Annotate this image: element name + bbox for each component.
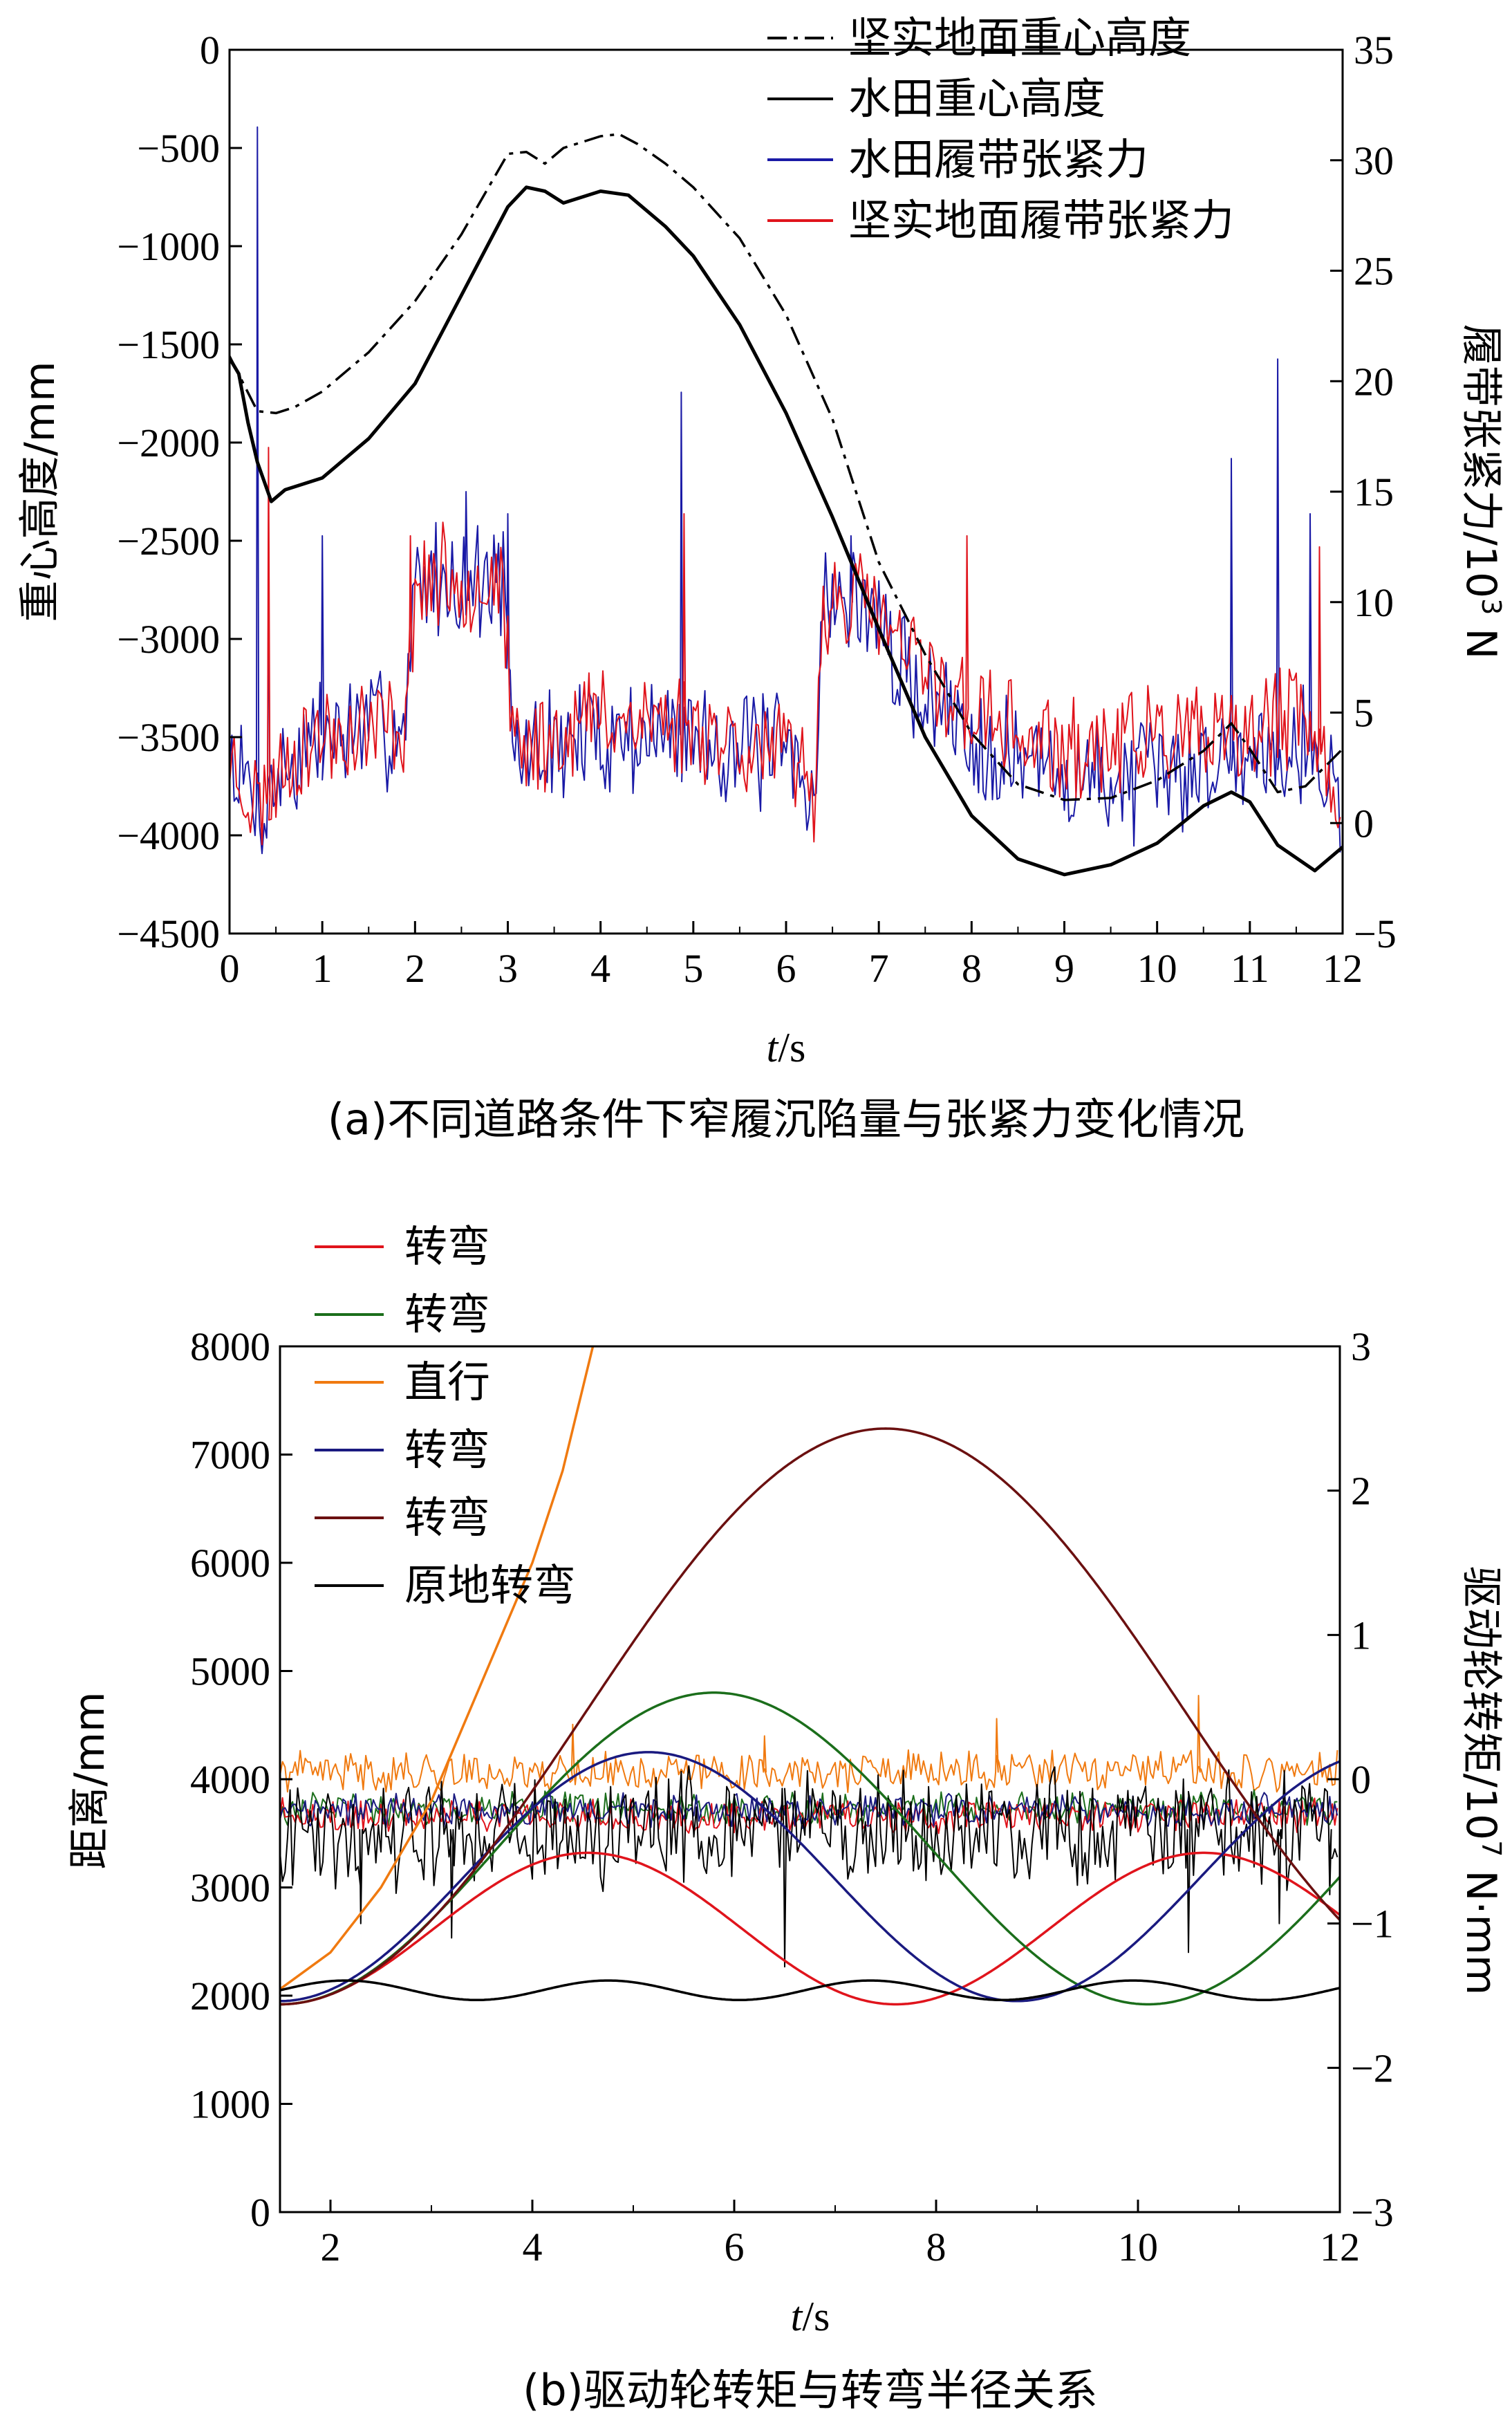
legend-label: 直行	[404, 1357, 490, 1407]
legend-label: 转弯	[404, 1289, 490, 1339]
y-left-tick-label: −4500	[117, 911, 220, 956]
series-clip-group	[230, 126, 1343, 877]
chart-b-caption: (b)驱动轮转矩与转弯半径关系	[523, 2365, 1098, 2415]
series-line	[280, 1346, 595, 1991]
legend-label: 水田履带张紧力	[848, 134, 1148, 185]
series-line	[280, 1427, 1340, 2006]
series-line	[280, 1979, 1340, 2002]
y-right-tick-label: 0	[1351, 1757, 1371, 1802]
chart-b: 2 4 6 8 10 1280007000600050004000300020001000…	[66, 1221, 1506, 2415]
y-left-tick-label: −2500	[117, 519, 220, 564]
y-right-tick-label: −3	[1351, 2190, 1394, 2235]
y-left-tick-label: −1000	[117, 224, 220, 269]
chart-a: 0 1 2 3 4 5 6 7 8 9 10 11 120−500−1000−1500−2000−250…	[16, 12, 1506, 1144]
chart-a-xlabel: t/s	[767, 1025, 806, 1070]
series-line	[280, 1695, 1338, 1793]
x-tick-label: 12	[1320, 2225, 1360, 2269]
legend-label: 水田重心高度	[848, 73, 1105, 124]
x-tick-label: 6	[776, 946, 796, 991]
chart-b-ylabel-left: 距离/mm	[66, 1691, 114, 1869]
y-right-tick-label: 1	[1351, 1613, 1371, 1658]
y-right-tick-label: 35	[1354, 28, 1394, 73]
y-right-tick-label: 3	[1351, 1324, 1371, 1369]
x-tick-label: 8	[926, 2225, 946, 2269]
y-right-tick-label: 30	[1354, 138, 1394, 183]
x-tick-label: 4	[523, 2225, 543, 2269]
legend-label: 转弯	[404, 1492, 490, 1543]
chart-b-series-layer	[280, 1346, 1340, 2006]
x-tick-label: 2	[321, 2225, 341, 2269]
series-line	[230, 447, 1341, 846]
y-left-tick-label: −3000	[117, 617, 220, 662]
y-left-tick-label: 0	[250, 2190, 270, 2235]
x-tick-label: 12	[1323, 946, 1363, 991]
y-left-tick-label: 4000	[190, 1757, 270, 1802]
chart-b-ticks: 2 4 6 8 10 1280007000600050004000300020001000…	[190, 1324, 1394, 2269]
y-left-tick-label: 0	[200, 28, 220, 73]
legend-label: 原地转弯	[404, 1560, 576, 1610]
y-right-tick-label: 5	[1354, 691, 1374, 736]
series-line	[280, 1765, 1338, 1968]
x-tick-label: 6	[725, 2225, 745, 2269]
y-left-tick-label: 1000	[190, 2082, 270, 2127]
y-left-tick-label: 2000	[190, 1974, 270, 2018]
chart-b-ylabel-right: 驱动轮转矩/107 N·mm	[1457, 1566, 1506, 1996]
chart-a-series-layer	[230, 126, 1343, 877]
x-tick-label: 10	[1118, 2225, 1158, 2269]
legend-label: 转弯	[404, 1424, 490, 1475]
series-line	[230, 126, 1341, 855]
y-left-tick-label: 3000	[190, 1866, 270, 1911]
x-tick-label: 2	[405, 946, 425, 991]
y-right-tick-label: 20	[1354, 359, 1394, 404]
y-right-tick-label: −1	[1351, 1902, 1394, 1947]
chart-b-xlabel: t/s	[791, 2294, 830, 2339]
series-clip-group	[280, 1346, 1340, 2006]
y-right-tick-label: −2	[1351, 2045, 1394, 2090]
y-left-tick-label: −3500	[117, 715, 220, 760]
legend-label: 坚实地面重心高度	[848, 12, 1191, 63]
y-left-tick-label: 8000	[190, 1324, 270, 1369]
y-right-tick-label: 2	[1351, 1469, 1371, 1514]
chart-a-caption: (a)不同道路条件下窄履沉陷量与张紧力变化情况	[328, 1094, 1244, 1144]
series-line	[230, 133, 1343, 801]
x-tick-label: 7	[869, 946, 889, 991]
y-left-tick-label: 5000	[190, 1649, 270, 1694]
y-left-tick-label: −2000	[117, 420, 220, 465]
x-tick-label: 1	[312, 946, 333, 991]
series-line	[280, 1751, 1340, 2003]
chart-a-plot-frame	[228, 48, 1344, 935]
chart-a-ticks: 0 1 2 3 4 5 6 7 8 9 10 11 120−500−1000−1500−2000−250…	[117, 28, 1396, 991]
x-tick-label: 0	[220, 946, 240, 991]
legend-label: 坚实地面履带张紧力	[848, 195, 1234, 245]
y-left-tick-label: −4000	[117, 813, 220, 858]
y-left-tick-label: −1500	[117, 322, 220, 367]
y-right-tick-label: 25	[1354, 249, 1394, 294]
y-right-tick-label: 10	[1354, 580, 1394, 625]
legend-label: 转弯	[404, 1221, 490, 1272]
y-right-tick-label: 15	[1354, 470, 1394, 514]
x-tick-label: 9	[1054, 946, 1074, 991]
x-tick-label: 5	[683, 946, 703, 991]
x-tick-label: 4	[590, 946, 610, 991]
x-tick-label: 10	[1137, 946, 1177, 991]
y-left-tick-label: −500	[137, 126, 220, 171]
x-tick-label: 8	[962, 946, 982, 991]
y-left-tick-label: 7000	[190, 1433, 270, 1478]
y-right-tick-label: 0	[1354, 801, 1374, 846]
y-right-tick-label: −5	[1354, 911, 1397, 956]
series-line	[230, 185, 1343, 877]
chart-a-ylabel-left: 重心高度/mm	[16, 361, 64, 622]
chart-b-plot-frame	[279, 1345, 1341, 2213]
y-left-tick-label: 6000	[190, 1541, 270, 1586]
chart-a-ylabel-right: 履带张紧力/103 N	[1457, 324, 1506, 660]
series-line	[280, 1851, 1340, 2006]
x-tick-label: 11	[1231, 946, 1269, 991]
x-tick-label: 3	[498, 946, 518, 991]
